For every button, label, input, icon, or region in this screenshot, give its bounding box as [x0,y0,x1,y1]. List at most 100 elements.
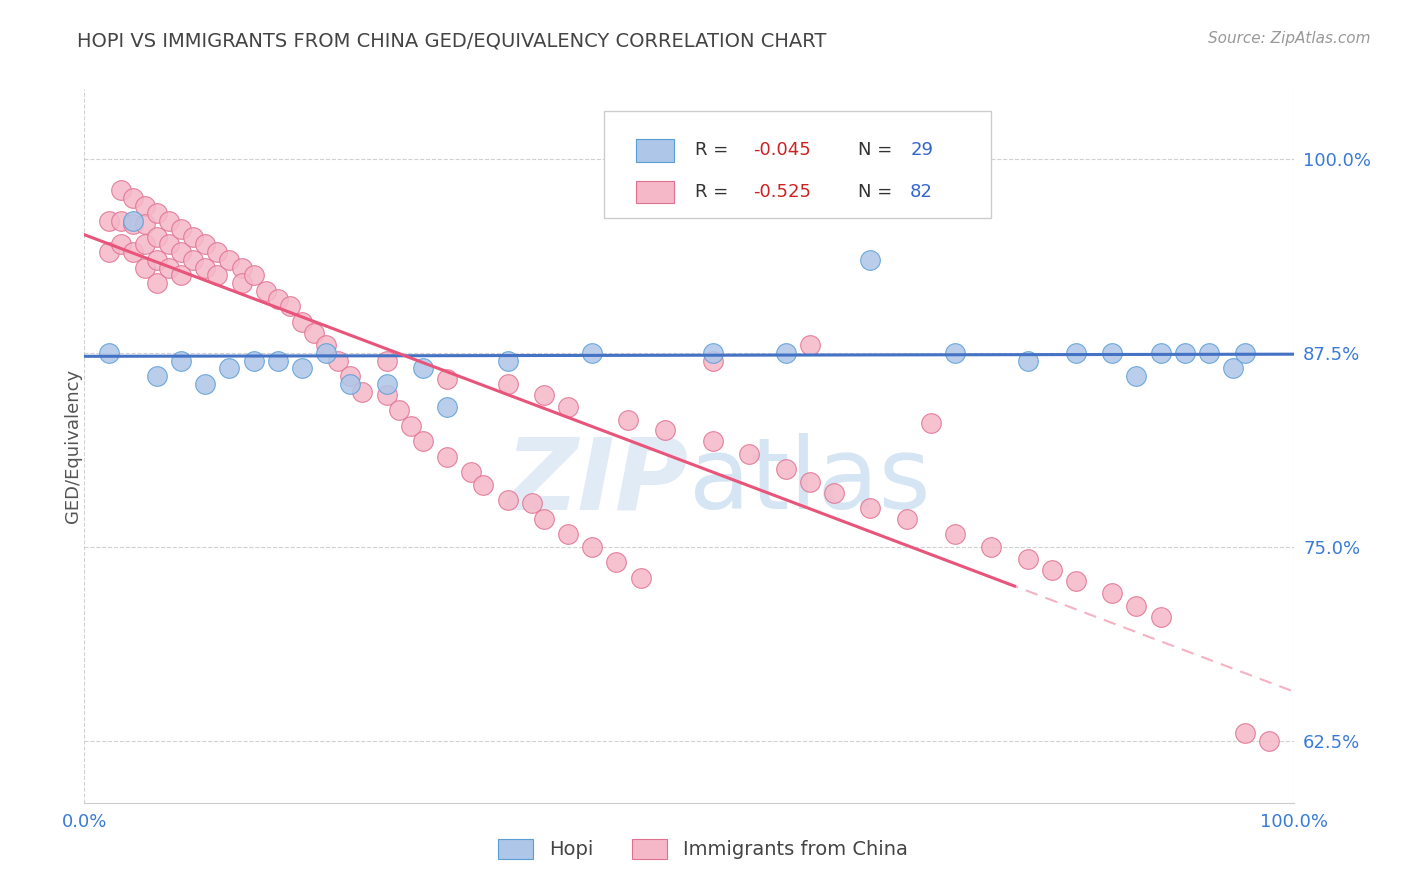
Point [339,376,361,391]
Point [267,292,290,306]
Point [1222,361,1244,376]
Point [1064,574,1087,588]
Point [291,315,314,329]
FancyBboxPatch shape [605,111,991,218]
Point [291,361,314,376]
FancyBboxPatch shape [636,180,675,203]
Point [267,353,290,368]
Point [121,191,143,205]
Point [194,376,217,391]
Text: -0.045: -0.045 [754,141,811,159]
Point [339,369,361,384]
Point [1234,346,1257,360]
Point [388,403,411,417]
Point [170,268,193,283]
Point [617,412,640,426]
Point [146,229,169,244]
Point [146,252,169,267]
Y-axis label: GED/Equivalency: GED/Equivalency [65,369,82,523]
Text: ZIP: ZIP [506,434,689,530]
Point [157,214,180,228]
Point [134,198,156,212]
Legend: Hopi, Immigrants from China: Hopi, Immigrants from China [489,829,917,869]
Text: -0.525: -0.525 [754,183,811,201]
Point [702,353,724,368]
Point [775,462,797,476]
Point [896,512,918,526]
Point [278,299,301,313]
Point [110,214,132,228]
Point [218,361,240,376]
Point [1149,346,1171,360]
Point [436,401,458,415]
Point [110,183,132,197]
Point [472,477,495,491]
Point [1064,346,1087,360]
Point [97,245,120,260]
Point [1125,599,1147,613]
Point [157,237,180,252]
Point [134,260,156,275]
Point [170,222,193,236]
Point [920,416,942,430]
Text: R =: R = [695,141,734,159]
Point [97,346,120,360]
Point [436,372,458,386]
FancyBboxPatch shape [636,139,675,161]
Point [194,260,217,275]
Point [375,376,398,391]
Point [412,434,434,449]
Point [207,245,229,260]
Point [859,252,882,267]
Point [1174,346,1197,360]
Point [436,450,458,464]
Point [1017,353,1039,368]
Point [460,466,482,480]
Point [605,555,627,569]
Point [1125,369,1147,384]
Point [496,376,519,391]
Point [557,527,579,541]
Point [799,475,821,489]
Point [702,434,724,449]
Point [170,245,193,260]
Text: N =: N = [858,183,898,201]
Point [231,276,253,290]
Text: Source: ZipAtlas.com: Source: ZipAtlas.com [1208,31,1371,46]
Point [242,268,264,283]
Point [943,346,966,360]
Point [1101,346,1123,360]
Point [738,447,761,461]
Point [533,512,555,526]
Point [352,384,374,399]
Point [943,527,966,541]
Point [121,217,143,231]
Point [315,338,337,352]
Point [97,214,120,228]
Point [157,260,180,275]
Point [520,496,543,510]
Point [315,346,337,360]
Point [1149,609,1171,624]
Point [1234,726,1257,740]
Point [1017,552,1039,566]
Point [1198,346,1220,360]
Point [328,353,350,368]
Point [654,424,676,438]
Point [110,237,132,252]
Point [218,252,240,267]
Point [181,252,204,267]
Point [799,338,821,352]
Point [775,346,797,360]
Point [533,388,555,402]
Point [134,237,156,252]
Point [859,501,882,516]
Point [242,353,264,368]
Text: 82: 82 [910,183,934,201]
Point [1258,733,1281,747]
Point [412,361,434,376]
Point [702,346,724,360]
Point [254,284,277,298]
Point [557,401,579,415]
Point [496,353,519,368]
